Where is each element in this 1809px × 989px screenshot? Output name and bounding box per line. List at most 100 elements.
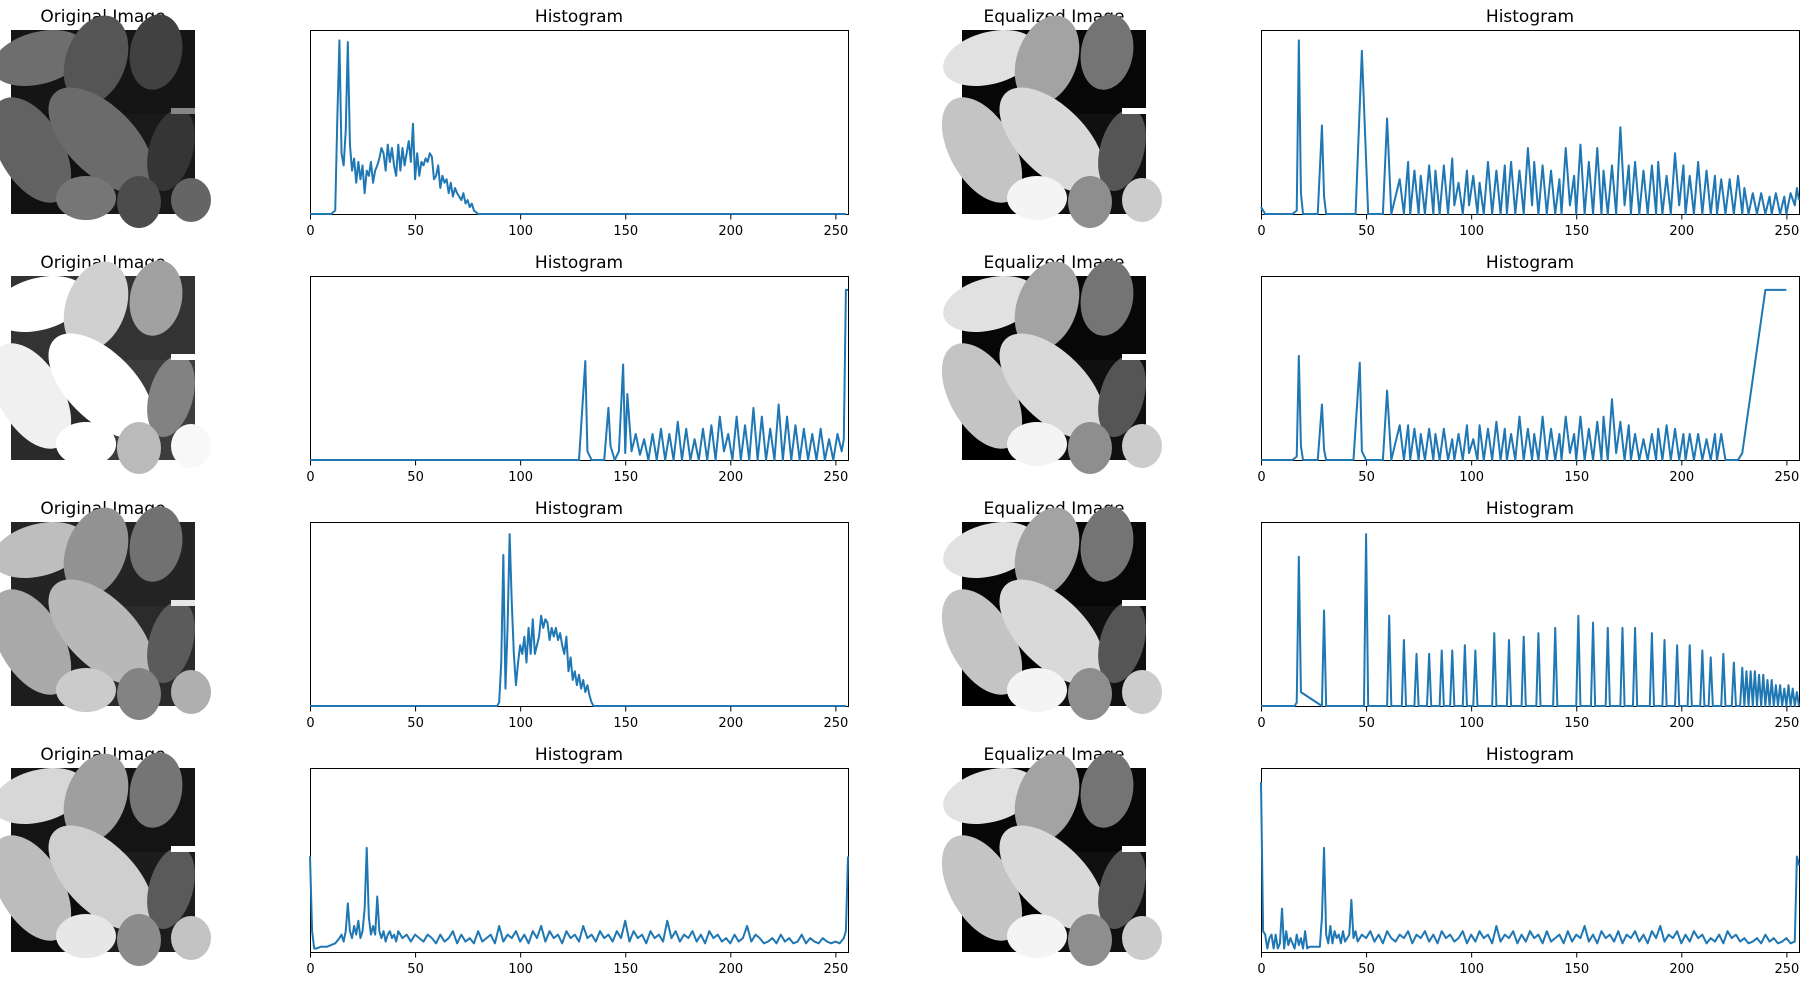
x-tick-label: 50 (1358, 470, 1375, 485)
x-tick-label: 200 (1669, 224, 1694, 239)
x-tick-label: 150 (1564, 962, 1589, 977)
x-tick-label: 250 (1774, 716, 1799, 731)
original-image-panel: Original Image (0, 252, 211, 474)
original-histogram-panel: Histogram 0 50 100 150 200 250 (306, 253, 849, 485)
x-tick-label: 150 (613, 962, 638, 977)
x-tick-label: 0 (306, 224, 314, 239)
x-tick-label: 50 (1358, 224, 1375, 239)
x-tick-label: 200 (718, 716, 743, 731)
x-tick-label: 100 (1459, 962, 1484, 977)
original-histogram-panel: Histogram 0 50 100 150 200 250 (306, 499, 849, 731)
histogram-title: Histogram (535, 745, 623, 765)
axes-frame (1261, 522, 1800, 707)
original-image-panel: Original Image (0, 498, 211, 720)
x-tick-label: 100 (1459, 470, 1484, 485)
x-tick-label: 200 (718, 224, 743, 239)
original-bean-image (0, 6, 211, 228)
x-tick-label: 0 (306, 962, 314, 977)
x-tick-label: 250 (823, 470, 848, 485)
equalized-bean-image (925, 744, 1162, 966)
x-tick-label: 100 (508, 470, 533, 485)
equalized-histogram-panel: Histogram 0 50 100 150 200 250 (1257, 7, 1800, 239)
axes-frame (1261, 276, 1800, 461)
histogram-line (310, 39, 846, 215)
x-tick-label: 100 (1459, 224, 1484, 239)
axes-frame (310, 768, 849, 953)
histogram-line (310, 533, 846, 707)
x-tick-label: 100 (508, 962, 533, 977)
x-tick-label: 0 (1257, 962, 1265, 977)
original-histogram-panel: Histogram 0 50 100 150 200 250 (306, 745, 849, 977)
histogram-line (1260, 781, 1800, 950)
equalized-histogram-panel: Histogram 0 50 100 150 200 250 (1257, 745, 1800, 977)
histogram-title: Histogram (1486, 253, 1574, 273)
subplot-grid: Original Image Equalized Image Histogram 0 5… (0, 6, 1800, 977)
axes-frame (310, 276, 849, 461)
row-1: Original Image Equalized Image Histogram 0 5… (0, 6, 1800, 239)
x-tick-label: 0 (306, 470, 314, 485)
x-tick-label: 250 (1774, 470, 1799, 485)
x-tick-label: 0 (1257, 470, 1265, 485)
x-tick-label: 100 (508, 224, 533, 239)
x-tick-label: 150 (613, 224, 638, 239)
original-bean-image (0, 744, 211, 966)
x-tick-label: 0 (306, 716, 314, 731)
x-tick-label: 50 (407, 224, 424, 239)
histogram-line (1261, 533, 1800, 707)
x-tick-label: 250 (1774, 224, 1799, 239)
equalized-image-panel: Equalized Image (925, 252, 1162, 474)
row-3: Original Image Equalized Image Histogram 0 5… (0, 498, 1800, 731)
x-tick-label: 250 (823, 962, 848, 977)
x-tick-label: 200 (1669, 470, 1694, 485)
histogram-title: Histogram (535, 7, 623, 27)
equalized-image-panel: Equalized Image (925, 498, 1162, 720)
histogram-title: Histogram (1486, 745, 1574, 765)
x-tick-label: 250 (823, 716, 848, 731)
row-2: Original Image Equalized Image Histogram 0 5… (0, 252, 1800, 485)
x-tick-label: 50 (1358, 716, 1375, 731)
x-tick-label: 150 (1564, 716, 1589, 731)
equalized-histogram-panel: Histogram 0 50 100 150 200 250 (1257, 253, 1800, 485)
original-bean-image (0, 252, 211, 474)
histogram-line (1261, 288, 1787, 461)
original-histogram-panel: Histogram 0 50 100 150 200 250 (306, 7, 849, 239)
x-tick-label: 150 (613, 470, 638, 485)
row-4: Original Image Equalized Image Histogram 0 5… (0, 744, 1800, 977)
histogram-line (309, 846, 849, 950)
x-tick-label: 250 (823, 224, 848, 239)
x-tick-label: 100 (508, 716, 533, 731)
x-tick-label: 200 (1669, 716, 1694, 731)
equalized-image-panel: Equalized Image (925, 6, 1162, 228)
x-tick-label: 150 (1564, 470, 1589, 485)
x-tick-label: 200 (1669, 962, 1694, 977)
x-tick-label: 50 (407, 470, 424, 485)
axes-frame (1261, 768, 1800, 953)
histogram-title: Histogram (535, 253, 623, 273)
histogram-line (310, 288, 848, 461)
original-bean-image (0, 498, 211, 720)
original-image-panel: Original Image (0, 6, 211, 228)
equalized-bean-image (925, 498, 1162, 720)
axes-frame (310, 30, 849, 215)
equalized-histogram-panel: Histogram 0 50 100 150 200 250 (1257, 499, 1800, 731)
equalized-bean-image (925, 6, 1162, 228)
equalized-bean-image (925, 252, 1162, 474)
x-tick-label: 200 (718, 470, 743, 485)
histogram-title: Histogram (535, 499, 623, 519)
x-tick-label: 50 (1358, 962, 1375, 977)
equalized-image-panel: Equalized Image (925, 744, 1162, 966)
x-tick-label: 50 (407, 716, 424, 731)
original-image-panel: Original Image (0, 744, 211, 966)
x-tick-label: 200 (718, 962, 743, 977)
histogram-title: Histogram (1486, 499, 1574, 519)
x-tick-label: 100 (1459, 716, 1484, 731)
x-tick-label: 250 (1774, 962, 1799, 977)
x-tick-label: 150 (1564, 224, 1589, 239)
axes-frame (310, 522, 849, 707)
histogram-title: Histogram (1486, 7, 1574, 27)
x-tick-label: 0 (1257, 224, 1265, 239)
axes-frame (1261, 30, 1800, 215)
histogram-line (1260, 39, 1800, 215)
x-tick-label: 150 (613, 716, 638, 731)
